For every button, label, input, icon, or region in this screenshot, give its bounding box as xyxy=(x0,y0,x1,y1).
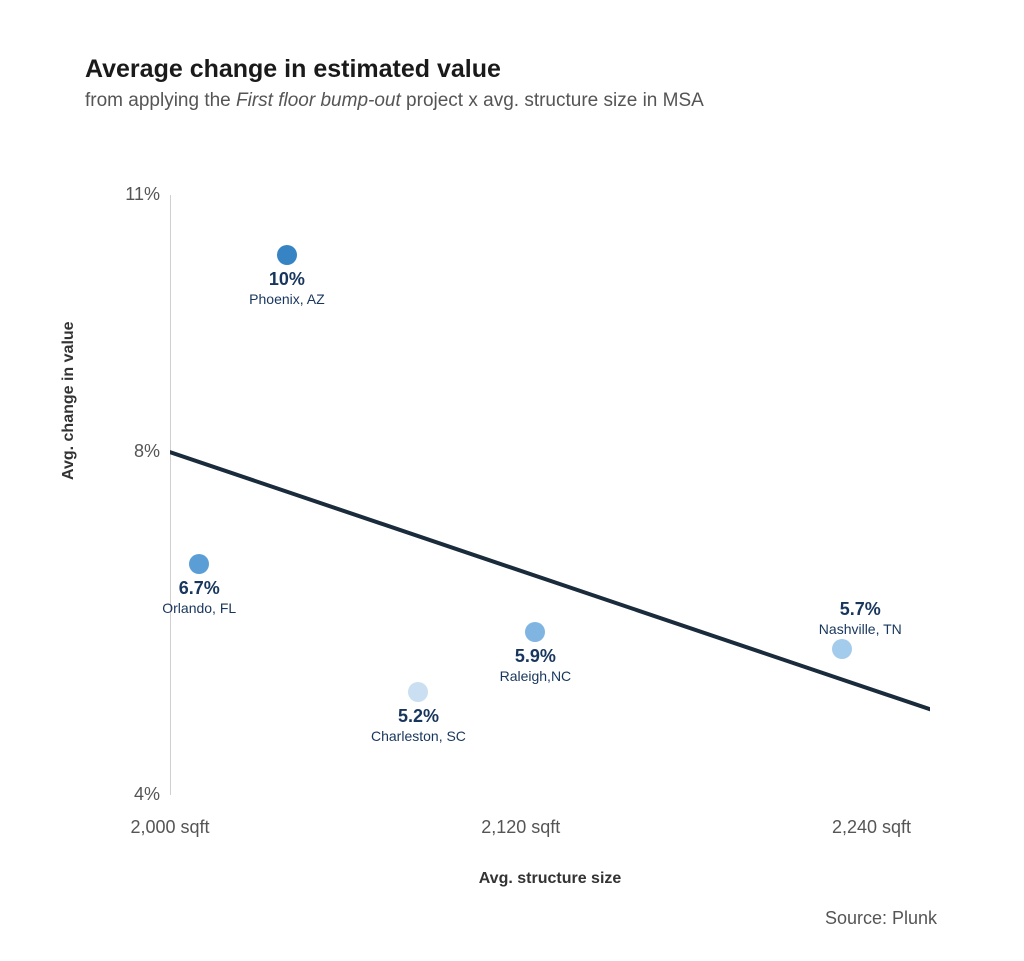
data-point-city: Phoenix, AZ xyxy=(249,291,325,307)
data-point-city: Charleston, SC xyxy=(371,728,466,744)
chart-header: Average change in estimated value from a… xyxy=(85,55,955,112)
x-tick-label: 2,000 sqft xyxy=(130,817,209,838)
chart-title: Average change in estimated value xyxy=(85,55,955,84)
source-attribution: Source: Plunk xyxy=(825,908,937,929)
y-tick-label: 8% xyxy=(110,441,160,462)
x-tick-label: 2,240 sqft xyxy=(832,817,911,838)
data-point-value: 5.7% xyxy=(819,599,902,620)
y-tick-label: 4% xyxy=(110,784,160,805)
data-point-city: Nashville, TN xyxy=(819,621,902,637)
data-point-label: 6.7%Orlando, FL xyxy=(162,578,236,616)
data-point xyxy=(189,554,209,574)
data-point-label: 10%Phoenix, AZ xyxy=(249,269,325,307)
data-point xyxy=(408,682,428,702)
subtitle-emphasis: First floor bump-out xyxy=(236,90,401,111)
data-point-city: Orlando, FL xyxy=(162,600,236,616)
data-point-value: 5.9% xyxy=(500,646,572,667)
data-point-value: 10% xyxy=(249,269,325,290)
data-point-label: 5.7%Nashville, TN xyxy=(819,599,902,637)
x-tick-label: 2,120 sqft xyxy=(481,817,560,838)
plot-left-border xyxy=(170,195,171,795)
data-point-city: Raleigh,NC xyxy=(500,668,572,684)
data-point-value: 6.7% xyxy=(162,578,236,599)
subtitle-suffix: project x avg. structure size in MSA xyxy=(401,90,704,111)
data-point xyxy=(525,622,545,642)
data-point-label: 5.9%Raleigh,NC xyxy=(500,646,572,684)
scatter-plot: 10%Phoenix, AZ6.7%Orlando, FL5.9%Raleigh… xyxy=(170,195,930,795)
data-point xyxy=(277,245,297,265)
data-point-value: 5.2% xyxy=(371,706,466,727)
data-point xyxy=(832,639,852,659)
chart-subtitle: from applying the First floor bump-out p… xyxy=(85,90,955,112)
data-point-label: 5.2%Charleston, SC xyxy=(371,706,466,744)
y-tick-label: 11% xyxy=(110,184,160,205)
subtitle-prefix: from applying the xyxy=(85,90,236,111)
x-axis-label: Avg. structure size xyxy=(170,870,930,888)
y-axis-label: Avg. change in value xyxy=(60,321,78,480)
